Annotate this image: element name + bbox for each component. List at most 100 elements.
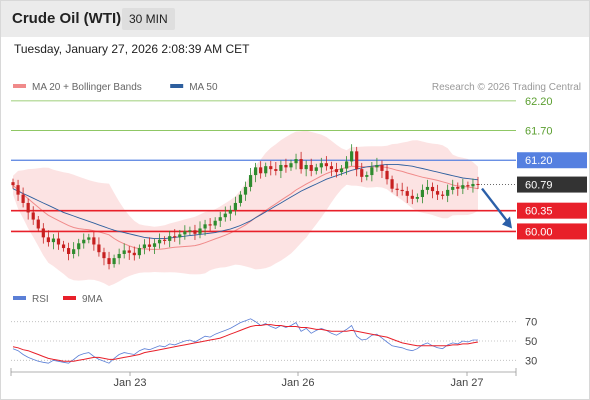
candle-body xyxy=(410,195,414,199)
candle-body xyxy=(279,164,283,171)
candle-body xyxy=(92,237,96,245)
candle-body xyxy=(344,161,349,169)
candle-body xyxy=(360,169,364,177)
rsi-legend-swatch-0 xyxy=(13,296,26,300)
candle-body xyxy=(395,188,399,190)
candle-body xyxy=(339,168,344,173)
candle-body xyxy=(314,167,318,171)
candle-body xyxy=(228,210,232,214)
candle-body xyxy=(41,228,45,238)
candle-body xyxy=(188,230,192,232)
rsi-legend-label-0: RSI xyxy=(32,294,49,305)
interval-badge[interactable]: 30 MIN xyxy=(122,8,175,30)
level-badge-61.20 xyxy=(517,152,587,169)
candle-body xyxy=(26,202,30,213)
candle-body xyxy=(274,169,278,171)
legend-label-0: MA 20 + Bollinger Bands xyxy=(32,82,142,93)
title-bar: Crude Oil (WTI) 30 MIN xyxy=(1,1,589,37)
candle-body xyxy=(56,238,61,245)
rsi-legend-swatch-1 xyxy=(63,296,76,300)
x-tick-label-0: Jan 23 xyxy=(113,377,146,389)
candle-body xyxy=(471,183,475,187)
candle-body xyxy=(208,224,212,226)
candle-body xyxy=(203,224,207,229)
candle-body xyxy=(420,189,425,198)
candle-body xyxy=(269,166,273,170)
candle-body xyxy=(476,183,480,185)
level-label-60.79: 60.79 xyxy=(525,180,553,192)
candle-body xyxy=(461,185,465,189)
candle-body xyxy=(425,186,430,190)
candle-body xyxy=(82,239,86,244)
candle-body xyxy=(213,220,217,226)
candle-body xyxy=(102,252,106,259)
candle-body xyxy=(36,219,40,229)
candle-body xyxy=(254,167,258,176)
candle-body xyxy=(446,189,450,196)
candle-body xyxy=(415,197,419,199)
projection-arrowhead xyxy=(502,216,512,229)
candle-body xyxy=(183,231,187,235)
credit-text: Research © 2026 Trading Central xyxy=(432,82,581,93)
rsi-line xyxy=(12,318,478,364)
candle-body xyxy=(77,243,81,250)
candle-body xyxy=(142,244,147,249)
candle-body xyxy=(16,185,20,195)
level-label-61.20: 61.20 xyxy=(525,155,553,167)
candle-body xyxy=(117,253,121,259)
candle-body xyxy=(147,244,152,247)
candle-body xyxy=(405,191,409,196)
candle-body xyxy=(193,230,197,234)
candle-body xyxy=(264,166,268,174)
candle-body xyxy=(350,151,354,162)
candle-body xyxy=(259,167,263,174)
candle-body xyxy=(284,164,288,168)
candle-body xyxy=(31,212,35,220)
candle-body xyxy=(132,252,136,256)
candle-body xyxy=(334,169,339,173)
candle-body xyxy=(112,258,116,265)
projection-arrow-shaft xyxy=(481,187,510,225)
level-badge-60.79 xyxy=(517,176,587,193)
candle-body xyxy=(304,164,308,170)
rsi-tick-30: 30 xyxy=(525,355,537,367)
candle-body xyxy=(122,250,126,254)
candle-body xyxy=(168,236,172,241)
bollinger-band xyxy=(13,130,478,286)
candle-body xyxy=(456,186,460,189)
candle-body xyxy=(400,189,404,192)
candle-body xyxy=(152,243,157,247)
candle-body xyxy=(127,250,131,253)
rsi-tick-50: 50 xyxy=(525,336,537,348)
candle-body xyxy=(430,186,435,192)
level-label-61.70: 61.70 xyxy=(525,126,553,138)
candle-body xyxy=(435,191,440,195)
candle-body xyxy=(319,163,323,168)
x-tick-label-1: Jan 26 xyxy=(281,377,314,389)
candle-body xyxy=(380,164,384,171)
candle-body xyxy=(390,179,394,189)
candle-body xyxy=(178,234,182,238)
legend-label-1: MA 50 xyxy=(189,82,218,93)
candle-body xyxy=(21,194,25,203)
candle-body xyxy=(218,217,222,221)
candle-body xyxy=(289,163,293,168)
candle-body xyxy=(309,164,313,171)
x-tick-label-2: Jan 27 xyxy=(450,377,483,389)
candle-body xyxy=(51,238,56,243)
candle-body xyxy=(46,237,50,243)
candle-body xyxy=(324,163,328,167)
candle-body xyxy=(329,166,334,170)
candle-body xyxy=(61,244,66,249)
rsi-ma-line xyxy=(12,324,479,362)
candle-body xyxy=(72,249,76,254)
timestamp: Tuesday, January 27, 2026 2:08:39 AM CET xyxy=(14,42,250,56)
rsi-legend-label-1: 9MA xyxy=(82,294,103,305)
candle-body xyxy=(11,182,15,186)
rsi-tick-70: 70 xyxy=(525,317,537,329)
candle-body xyxy=(173,236,177,238)
candle-body xyxy=(233,202,237,211)
candle-body xyxy=(163,239,167,241)
candle-body xyxy=(299,159,303,170)
